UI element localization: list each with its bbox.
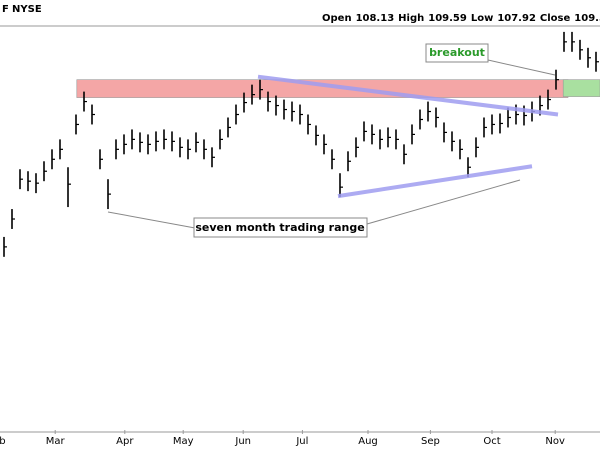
trendline [257,74,559,117]
ohlc-label: High [398,13,424,24]
pointer-line [487,59,556,76]
trendlines [257,74,559,199]
x-tick-label: Apr [116,436,134,447]
ohlc-value: 107.92 [497,13,536,24]
ohlc-label: Open [322,13,352,24]
ohlc-value: 109.59 [428,13,467,24]
zones [76,79,600,98]
x-tick-label: Jun [234,436,251,447]
annotation-box [193,217,368,238]
x-tick-label: May [173,436,194,447]
price-zone [76,79,569,98]
exchange: NYSE [12,4,42,15]
ohlc-label: Low [471,13,493,24]
x-tick-label: Aug [358,436,378,447]
annotation: seven month trading range [195,221,364,234]
ohlc-value: 109.57 [574,13,600,24]
ohlc-label: Close [540,13,571,24]
annotation: breakout [429,46,485,59]
annotation-box [425,43,489,63]
x-tick-label: Oct [483,436,500,447]
x-tick-label: Nov [545,436,565,447]
pointer-line [366,179,521,225]
x-tick-label: Sep [421,436,440,447]
x-tick-label: Mar [46,436,66,447]
x-tick-label: Feb [0,436,6,447]
pointer-line [107,211,196,229]
price-zone [562,79,600,97]
trendline [337,164,533,199]
ticker: F [2,4,9,15]
x-axis: Feb Mar Apr May Jun Jul Aug Sep Oct Nov [0,430,565,447]
x-tick-label: Jul [295,436,308,447]
ohlc-value: 108.13 [356,13,395,24]
